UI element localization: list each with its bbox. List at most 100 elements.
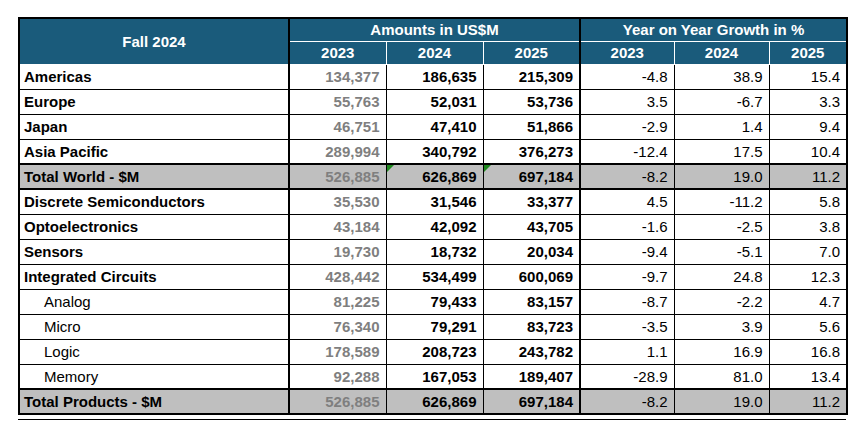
growth-cell: -6.7 (674, 89, 769, 114)
table-row: Discrete Semiconductors35,53031,54633,37… (19, 189, 847, 214)
row-label: Discrete Semiconductors (19, 189, 289, 214)
amount-cell: 134,377 (289, 64, 386, 89)
growth-cell: 3.5 (580, 89, 674, 114)
table-title-cell: Fall 2024 (19, 18, 289, 64)
row-label: Analog (19, 289, 289, 314)
row-label: Logic (19, 339, 289, 364)
amount-cell: 76,340 (289, 314, 386, 339)
table-row: Total World - $M526,885626,869697,184-8.… (19, 164, 847, 189)
row-label: Americas (19, 64, 289, 89)
amount-value: 189,407 (519, 368, 573, 385)
amount-value: 534,499 (422, 268, 476, 285)
growth-cell: -5.1 (674, 239, 769, 264)
amount-cell: 215,309 (483, 64, 580, 89)
amount-value: 92,288 (334, 368, 380, 385)
growth-cell: 3.8 (769, 214, 847, 239)
amount-cell: 600,069 (483, 264, 580, 289)
growth-cell: 1.1 (580, 339, 674, 364)
growth-cell: 4.7 (769, 289, 847, 314)
growth-cell: 4.5 (580, 189, 674, 214)
amount-value: 626,869 (422, 168, 476, 185)
table-row: Asia Pacific289,994340,792376,273-12.417… (19, 139, 847, 164)
table-row: Integrated Circuits428,442534,499600,069… (19, 264, 847, 289)
amount-cell: 18,732 (386, 239, 483, 264)
amount-value: 626,869 (422, 393, 476, 410)
growth-cell: 5.6 (769, 314, 847, 339)
amount-cell: 189,407 (483, 364, 580, 389)
amount-value: 600,069 (519, 268, 573, 285)
growth-cell: 11.2 (769, 389, 847, 414)
amount-value: 19,730 (334, 243, 380, 260)
growth-cell: -1.6 (580, 214, 674, 239)
amount-value: 178,589 (325, 343, 379, 360)
amount-value: 83,157 (527, 293, 573, 310)
growth-cell: 3.3 (769, 89, 847, 114)
amount-cell: 626,869 (386, 164, 483, 189)
amount-cell: 534,499 (386, 264, 483, 289)
amount-value: 52,031 (431, 93, 477, 110)
growth-cell: 15.4 (769, 64, 847, 89)
amount-cell: 376,273 (483, 139, 580, 164)
row-label: Sensors (19, 239, 289, 264)
bottom-double-border-line (18, 419, 846, 420)
amount-cell: 20,034 (483, 239, 580, 264)
row-label: Total World - $M (19, 164, 289, 189)
growth-cell: 13.4 (769, 364, 847, 389)
growth-cell: 24.8 (674, 264, 769, 289)
amount-cell: 186,635 (386, 64, 483, 89)
amounts-year-header-2025: 2025 (483, 41, 580, 64)
amount-value: 376,273 (519, 143, 573, 160)
amounts-group-header: Amounts in US$M (289, 18, 580, 41)
amount-value: 289,994 (325, 143, 379, 160)
data-table: Fall 2024 Amounts in US$M Year on Year G… (18, 17, 848, 415)
growth-cell: 7.0 (769, 239, 847, 264)
growth-cell: 81.0 (674, 364, 769, 389)
growth-year-header-2025: 2025 (769, 41, 847, 64)
amount-cell: 340,792 (386, 139, 483, 164)
amount-value: 208,723 (422, 343, 476, 360)
growth-cell: 16.8 (769, 339, 847, 364)
amount-value: 35,530 (334, 193, 380, 210)
row-label: Memory (19, 364, 289, 389)
amount-value: 76,340 (334, 318, 380, 335)
growth-cell: -28.9 (580, 364, 674, 389)
amounts-year-header-2024: 2024 (386, 41, 483, 64)
amount-cell: 626,869 (386, 389, 483, 414)
amount-value: 20,034 (527, 243, 573, 260)
amount-value: 83,723 (527, 318, 573, 335)
amount-value: 697,184 (519, 168, 573, 185)
amount-value: 134,377 (325, 68, 379, 85)
amount-value: 47,410 (431, 118, 477, 135)
growth-cell: -3.5 (580, 314, 674, 339)
table-row: Sensors 19,730 18,732 20,034 -9.4-5.17.0 (19, 239, 847, 264)
growth-cell: 3.9 (674, 314, 769, 339)
amount-cell: 81,225 (289, 289, 386, 314)
growth-cell: 11.2 (769, 164, 847, 189)
amount-cell: 31,546 (386, 189, 483, 214)
table-row: Micro76,34079,29183,723-3.53.95.6 (19, 314, 847, 339)
growth-cell: 5.8 (769, 189, 847, 214)
table-row: Europe55,76352,03153,7363.5-6.73.3 (19, 89, 847, 114)
row-label: Asia Pacific (19, 139, 289, 164)
growth-cell: -8.7 (580, 289, 674, 314)
amount-cell: 526,885 (289, 389, 386, 414)
amount-cell: 526,885 (289, 164, 386, 189)
growth-cell: 17.5 (674, 139, 769, 164)
amount-cell: 92,288 (289, 364, 386, 389)
amount-value: 43,705 (527, 218, 573, 235)
row-label: Japan (19, 114, 289, 139)
growth-cell: -9.4 (580, 239, 674, 264)
growth-group-header: Year on Year Growth in % (580, 18, 847, 41)
table-row: Optoelectronics43,18442,09243,705-1.6-2.… (19, 214, 847, 239)
growth-cell: 16.9 (674, 339, 769, 364)
growth-cell: -2.2 (674, 289, 769, 314)
amounts-year-header-2023: 2023 (289, 41, 386, 64)
table-row: Total Products - $M526,885626,869697,184… (19, 389, 847, 414)
growth-cell: -4.8 (580, 64, 674, 89)
table-row: Logic 178,589 208,723 243,782 1.116.916.8 (19, 339, 847, 364)
amount-value: 340,792 (422, 143, 476, 160)
amount-cell: 178,589 (289, 339, 386, 364)
growth-cell: -9.7 (580, 264, 674, 289)
row-label: Total Products - $M (19, 389, 289, 414)
amount-value: 243,782 (519, 343, 573, 360)
